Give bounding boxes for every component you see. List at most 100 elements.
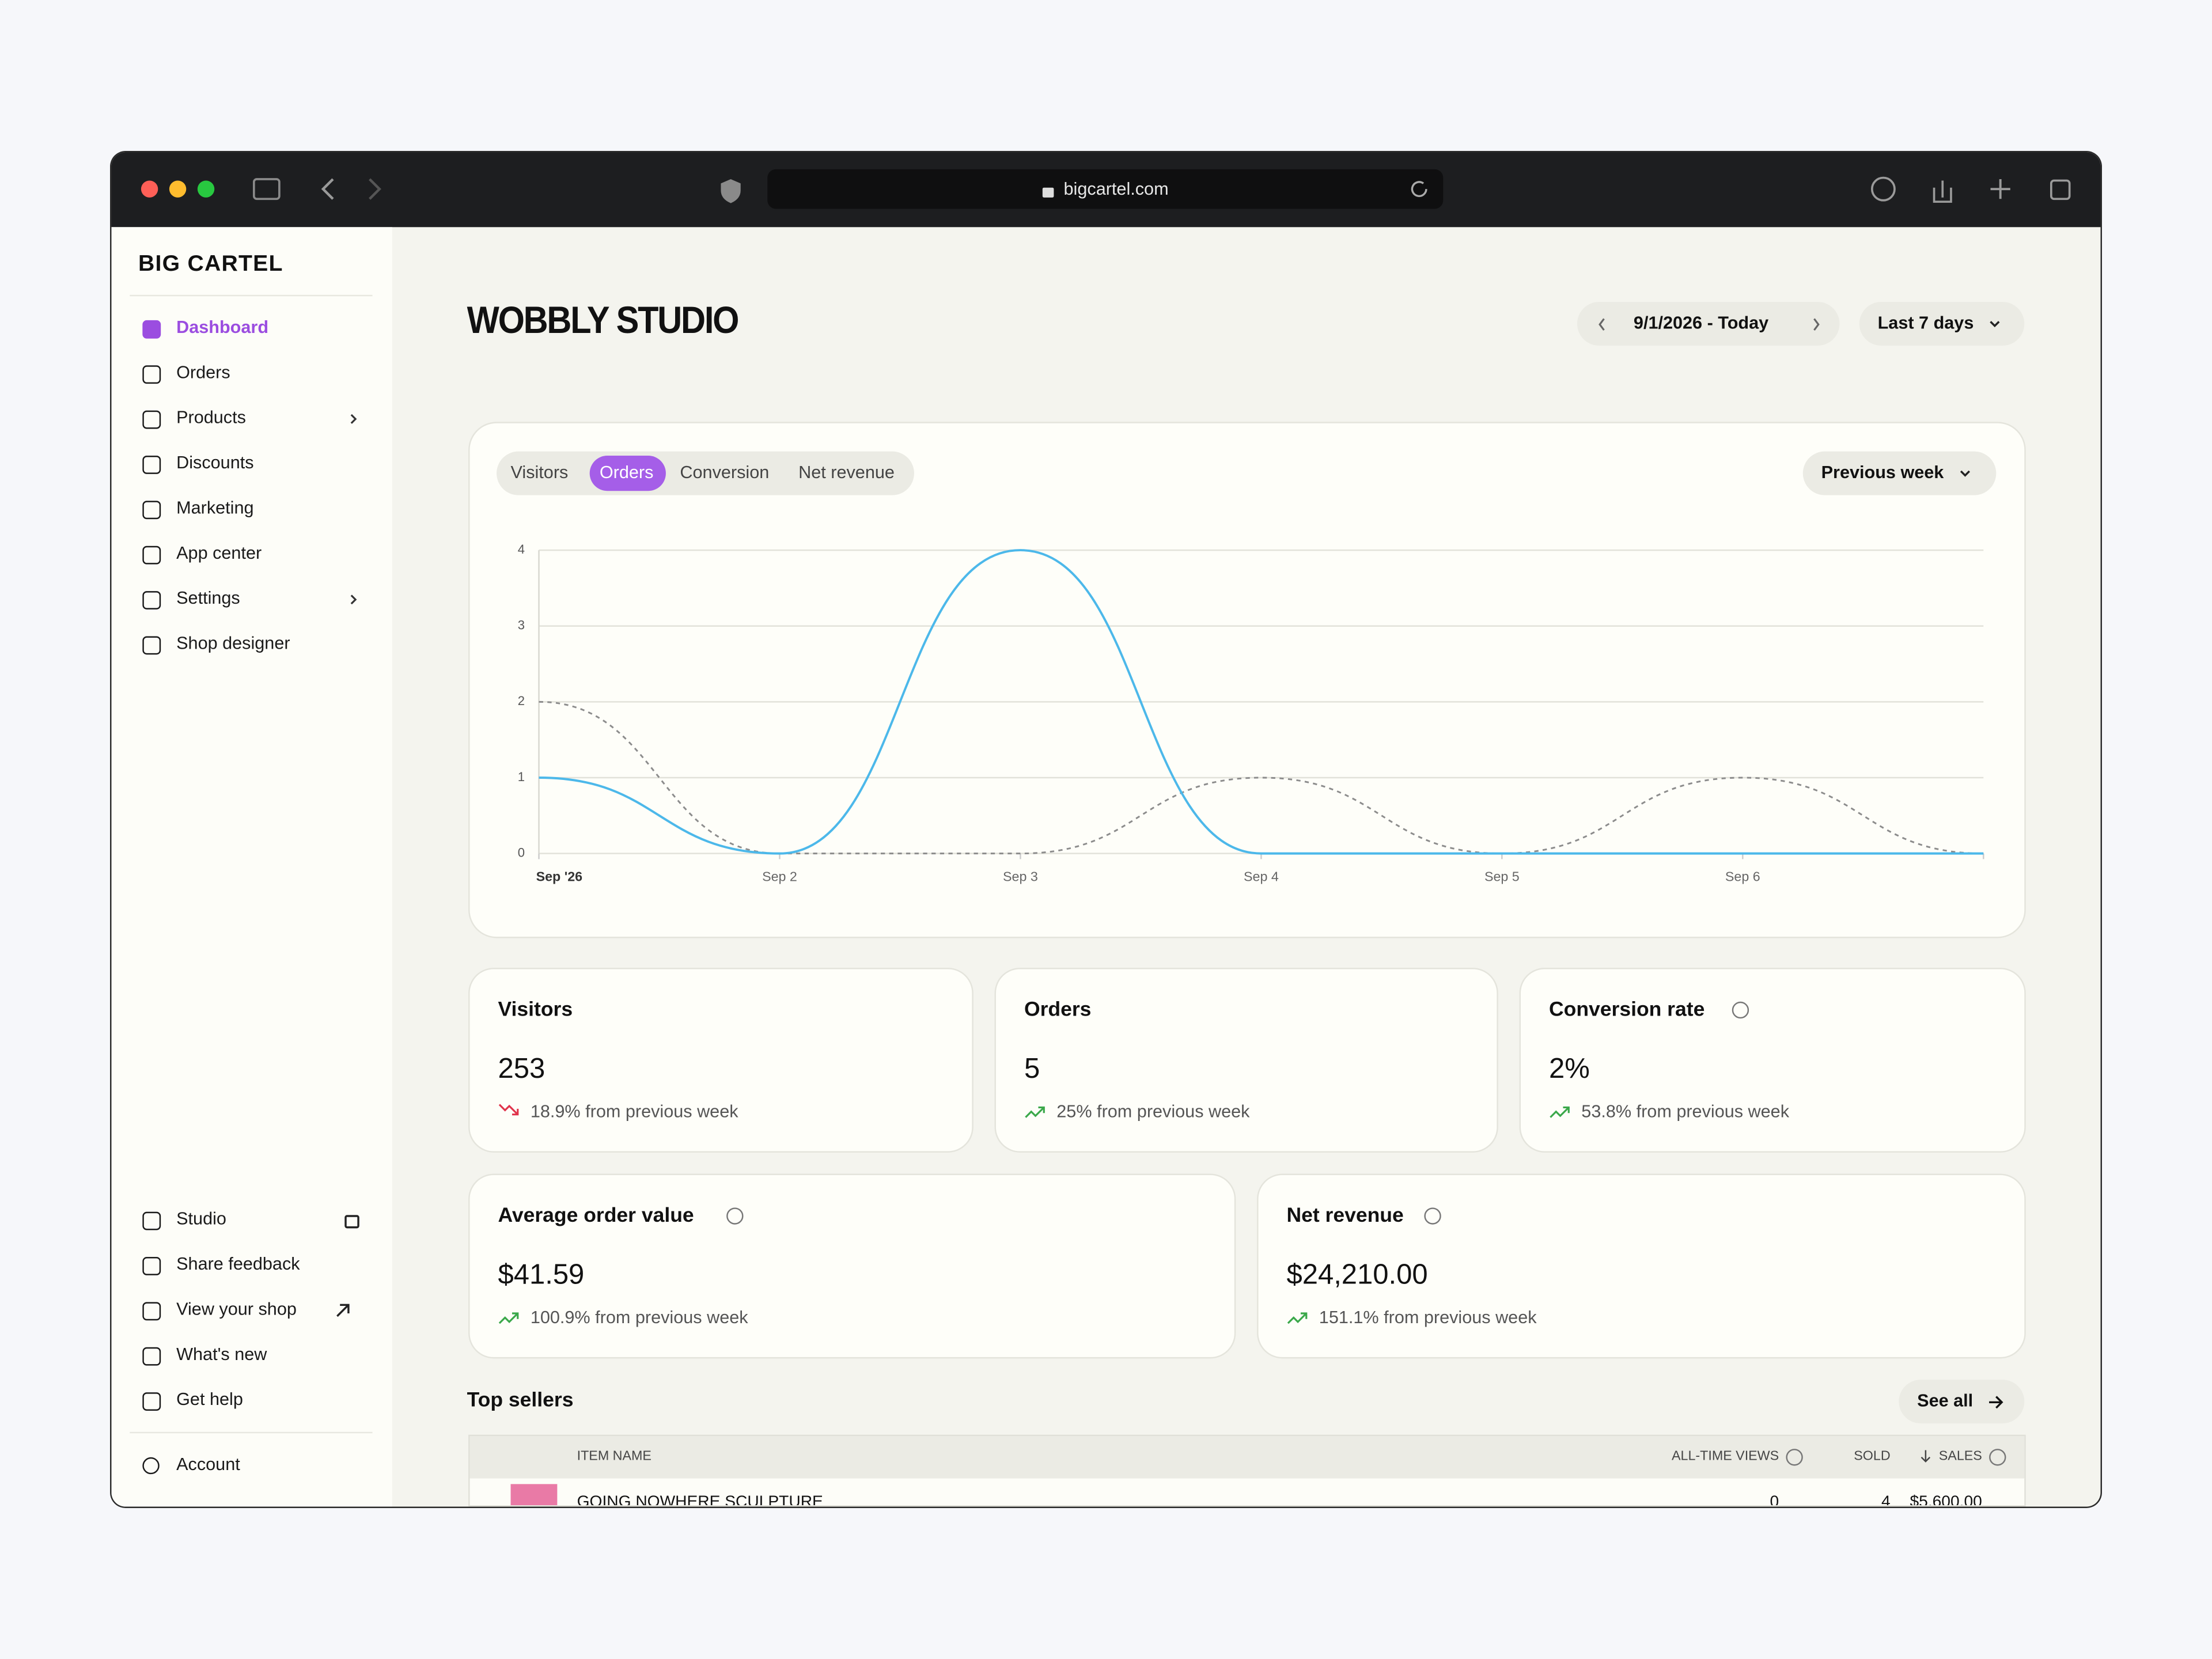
trend-arrow	[498, 1312, 519, 1324]
stat-change: 53.8% from previous week	[1581, 1101, 1790, 1122]
nav-item[interactable]: App center	[176, 543, 262, 563]
trend-arrow	[498, 1104, 519, 1116]
info-icon	[1989, 1449, 2006, 1466]
series-line	[539, 700, 1984, 855]
cell: $5,600.00	[1910, 1494, 1982, 1506]
tab-group	[497, 451, 914, 495]
x-tick-label: Sep 2	[762, 869, 797, 884]
tab[interactable]: Net revenue	[798, 463, 895, 483]
new-tab[interactable]	[1990, 179, 2010, 199]
zoom[interactable]	[197, 180, 215, 198]
back[interactable]	[321, 178, 334, 200]
x-tick-label: Sep '26	[536, 869, 583, 884]
next	[1813, 318, 1820, 331]
url: bigcartel.com	[1063, 179, 1169, 199]
trend-arrow	[1287, 1312, 1308, 1324]
column-header: SALES	[1938, 1449, 1982, 1465]
title-bar: bigcartel.com	[111, 152, 2101, 228]
reload[interactable]	[1411, 181, 1427, 198]
chevron	[350, 414, 357, 424]
share[interactable]	[1933, 180, 1952, 203]
tab[interactable]: Visitors	[510, 463, 569, 483]
stat-value: $24,210.00	[1286, 1259, 1428, 1291]
nav-item[interactable]: Account	[176, 1454, 240, 1475]
info-icon	[1786, 1449, 1803, 1466]
table-header	[469, 1436, 2025, 1479]
external-icon	[336, 1304, 350, 1317]
tab[interactable]: Conversion	[680, 463, 770, 483]
caret	[1990, 321, 2000, 328]
stat-card	[1257, 1173, 2026, 1359]
chevron	[350, 594, 357, 605]
date-range: 9/1/2026 - Today	[1633, 313, 1769, 333]
close[interactable]	[141, 180, 158, 198]
stat-title: Net revenue	[1286, 1205, 1404, 1228]
nav-item[interactable]: View your shop	[176, 1299, 297, 1319]
row-clip: GOING NOWHERE SCULPTURE 0 4 $5,600.00	[470, 1480, 2025, 1506]
stat-value: 5	[1024, 1054, 1040, 1085]
nav-item[interactable]: Studio	[176, 1209, 226, 1229]
nav-icon	[142, 591, 161, 609]
info-icon	[1732, 1001, 1749, 1019]
nav-icon	[142, 1347, 161, 1366]
divider	[130, 1431, 373, 1434]
stat-card	[994, 968, 1498, 1153]
stat-title: Visitors	[498, 998, 573, 1022]
column-header: ALL-TIME VIEWS	[1672, 1449, 1779, 1465]
nav-icon	[142, 1302, 161, 1321]
sidebar-toggle[interactable]	[252, 178, 281, 200]
url-bar[interactable]	[767, 169, 1444, 209]
cell: 0	[1770, 1494, 1779, 1506]
forward[interactable]	[369, 178, 381, 200]
sidebar: BIG CARTEL	[111, 227, 392, 1507]
date-picker[interactable]	[1577, 302, 1840, 346]
stat-change: 151.1% from previous week	[1319, 1308, 1537, 1328]
logo[interactable]: BIG CARTEL	[138, 252, 283, 277]
see-all[interactable]	[1899, 1380, 2025, 1424]
y-tick-label: 0	[518, 845, 525, 859]
toolbar-icons	[141, 169, 2071, 209]
stat-card	[1519, 968, 2026, 1153]
x-tick-label: Sep 4	[1244, 869, 1279, 884]
nav-item[interactable]: Shop designer	[176, 633, 290, 653]
trend-arrow	[1550, 1106, 1570, 1118]
cell: GOING NOWHERE SCULPTURE	[577, 1494, 823, 1506]
thumbnail	[510, 1484, 558, 1506]
nav-item[interactable]: Settings	[176, 588, 240, 608]
caret	[1960, 470, 1970, 477]
stat-change: 100.9% from previous week	[530, 1308, 748, 1328]
trend-arrow	[1025, 1106, 1045, 1118]
nav-icon	[142, 320, 161, 339]
stat-change: 25% from previous week	[1056, 1101, 1250, 1122]
stat-value: $41.59	[498, 1259, 585, 1291]
tab[interactable]: Orders	[599, 463, 654, 483]
nav-item[interactable]: Orders	[176, 362, 230, 382]
see-all-label: See all	[1917, 1391, 1974, 1411]
downloads[interactable]	[1870, 176, 1896, 202]
nav-item[interactable]: Share feedback	[176, 1254, 300, 1274]
series-line	[539, 549, 1984, 855]
nav-icon	[142, 1457, 160, 1475]
nav-icon	[142, 365, 161, 384]
minimize[interactable]	[169, 180, 187, 198]
nav-item[interactable]: What's new	[176, 1344, 267, 1365]
x-tick-label: Sep 5	[1484, 869, 1520, 884]
nav-item[interactable]: Marketing	[176, 498, 254, 518]
sort-arrow	[1921, 1450, 1931, 1463]
nav-item[interactable]: Products	[176, 407, 246, 428]
divider	[130, 294, 373, 297]
column-header: SOLD	[1854, 1449, 1891, 1465]
arrow	[1989, 1396, 2003, 1409]
nav-item[interactable]: Get help	[176, 1389, 243, 1410]
nav-icon	[142, 1392, 161, 1411]
nav-item[interactable]: Dashboard	[176, 317, 269, 338]
y-tick-label: 3	[518, 618, 525, 632]
y-tick-label: 4	[518, 542, 525, 556]
lock-icon	[344, 1215, 359, 1229]
nav-item[interactable]: Discounts	[176, 453, 254, 473]
stat-title: Average order value	[498, 1205, 694, 1228]
x-tick-label: Sep 3	[1003, 869, 1038, 884]
tabs[interactable]	[2050, 179, 2071, 200]
